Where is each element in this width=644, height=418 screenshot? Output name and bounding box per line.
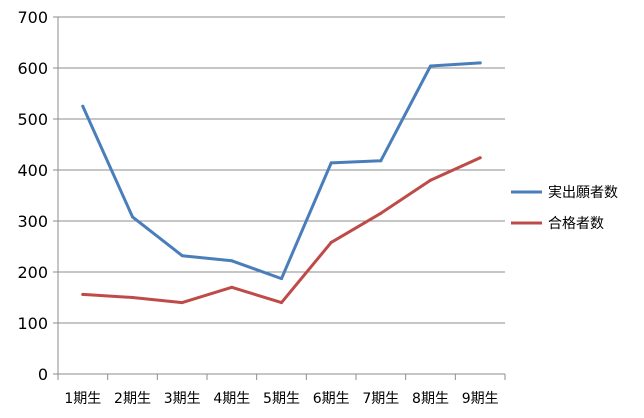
y-tick-label: 500 [17, 110, 48, 129]
data-point [180, 254, 184, 258]
data-point [429, 64, 432, 68]
y-tick-labels: 0 100 200 300 400 500 600 700 [17, 8, 48, 384]
data-point [180, 301, 184, 305]
axes [53, 16, 506, 380]
y-tick-label: 200 [17, 263, 48, 282]
legend-label: 合格者数 [548, 216, 604, 232]
x-tick-label: 1期生 [64, 391, 101, 407]
data-point [379, 211, 383, 215]
x-tick-labels: 1期生 2期生 3期生 4期生 5期生 6期生 7期生 8期生 9期生 [64, 391, 498, 407]
x-tick-label: 4期生 [213, 391, 250, 407]
data-point [131, 296, 134, 299]
x-tick-label: 7期生 [362, 391, 399, 407]
data-point [81, 104, 85, 108]
y-tick-label: 0 [38, 365, 48, 384]
data-point [81, 292, 85, 296]
x-tick-label: 2期生 [114, 391, 151, 407]
x-tick-label: 5期生 [263, 391, 300, 407]
data-point [280, 301, 283, 305]
x-tick-label: 8期生 [412, 391, 449, 407]
data-point [230, 285, 234, 289]
y-tick-label: 700 [17, 8, 48, 27]
data-point [429, 178, 432, 182]
legend-label: 実出願者数 [548, 185, 618, 201]
x-tick-label: 9期生 [462, 391, 499, 407]
data-point [329, 240, 333, 244]
data-point [131, 215, 134, 219]
data-point [329, 161, 333, 165]
y-tick-label: 300 [17, 212, 48, 231]
series-line [81, 61, 482, 281]
x-tick-label: 6期生 [313, 391, 350, 407]
data-point [230, 259, 234, 263]
y-tick-label: 100 [17, 314, 48, 333]
y-tick-label: 400 [17, 161, 48, 180]
data-point [280, 277, 283, 281]
data-point [478, 61, 482, 65]
data-point [379, 159, 383, 163]
series-line [81, 156, 482, 305]
x-tick-label: 3期生 [164, 391, 201, 407]
gridlines [58, 16, 505, 324]
y-tick-label: 600 [17, 59, 48, 78]
data-point [478, 156, 482, 160]
series-lines [81, 61, 482, 305]
